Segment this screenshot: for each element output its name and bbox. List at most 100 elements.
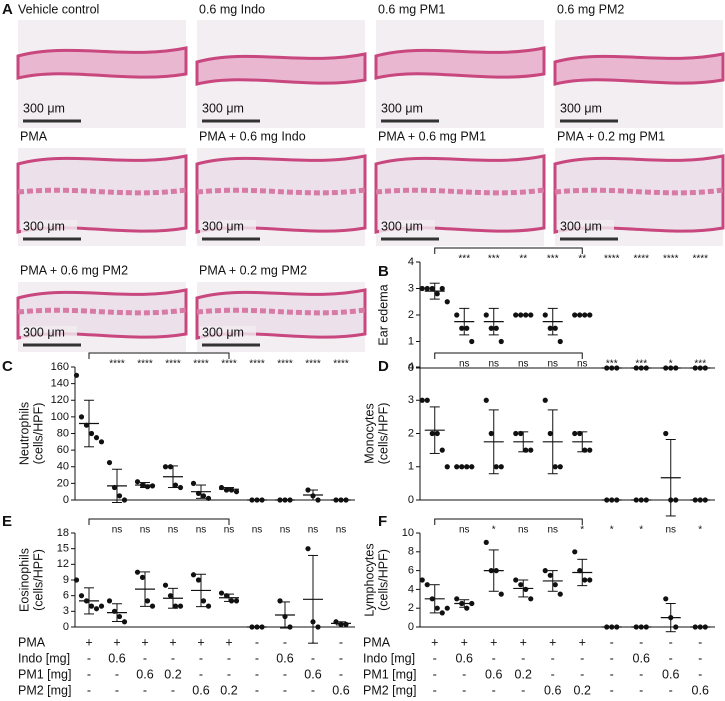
data-point xyxy=(233,489,240,495)
condition-value: + xyxy=(490,635,497,649)
condition-value: - xyxy=(87,651,91,665)
condition-value: - xyxy=(669,651,673,665)
data-point xyxy=(121,619,128,625)
condition-label: PM2 [mg] xyxy=(18,683,72,697)
condition-value: - xyxy=(610,683,614,697)
data-point xyxy=(121,497,128,503)
comparison-bracket xyxy=(88,518,230,525)
significance-label: **** xyxy=(663,254,679,265)
data-point xyxy=(190,572,197,578)
condition-value: 0.6 xyxy=(136,667,153,681)
data-point xyxy=(177,603,184,609)
data-point xyxy=(673,497,679,503)
data-point xyxy=(305,546,311,552)
y-tick-label: 160 xyxy=(51,361,69,373)
y-axis-label: Lymphocytes xyxy=(362,543,376,616)
condition-value: - xyxy=(492,683,496,697)
condition-value: - xyxy=(143,683,147,697)
data-point xyxy=(513,577,519,583)
significance-label: * xyxy=(698,525,702,536)
condition-value: + xyxy=(461,635,468,649)
y-axis-label: (cells/HPF) xyxy=(31,403,45,465)
data-point xyxy=(73,577,80,583)
data-point xyxy=(78,414,85,420)
data-point xyxy=(572,430,578,437)
condition-label: PMA xyxy=(363,635,391,649)
data-point xyxy=(429,430,435,437)
comparison-bracket xyxy=(434,352,583,359)
data-point xyxy=(542,397,548,403)
y-axis-label: Ear edema xyxy=(376,284,390,345)
condition-value: + xyxy=(113,635,120,649)
data-point xyxy=(434,430,440,437)
significance-label: ns xyxy=(518,525,529,536)
data-point xyxy=(444,464,450,470)
data-point xyxy=(144,598,151,604)
significance-label: **** xyxy=(193,359,209,370)
data-point xyxy=(73,372,80,378)
condition-value: - xyxy=(639,683,643,697)
condition-value: - xyxy=(698,651,702,665)
data-point xyxy=(483,312,489,318)
data-point xyxy=(424,582,430,588)
data-point xyxy=(88,603,95,609)
y-tick-label: 12 xyxy=(57,558,69,570)
condition-value: + xyxy=(431,635,438,649)
data-point xyxy=(552,582,558,588)
condition-value: - xyxy=(639,635,643,649)
image-label: PMA xyxy=(20,129,48,143)
significance-label: ns xyxy=(518,359,529,370)
data-point xyxy=(205,495,212,501)
significance-label: * xyxy=(580,525,584,536)
condition-value: - xyxy=(87,667,91,681)
condition-value: - xyxy=(610,667,614,681)
data-point xyxy=(139,574,146,580)
y-tick-label: 6 xyxy=(63,590,69,602)
tissue xyxy=(16,46,188,80)
condition-value: - xyxy=(339,667,343,681)
tissue xyxy=(195,52,367,86)
condition-value: + xyxy=(520,635,527,649)
condition-value: - xyxy=(521,651,525,665)
label-backdrop xyxy=(21,326,77,339)
comparison-bracket xyxy=(434,247,583,254)
data-point xyxy=(434,291,440,297)
condition-value: - xyxy=(283,667,287,681)
data-point xyxy=(464,325,470,331)
significance-label: *** xyxy=(635,359,647,370)
y-tick-label: 6 xyxy=(408,565,414,577)
data-point xyxy=(587,577,593,583)
data-point xyxy=(488,430,494,437)
data-point xyxy=(228,487,235,493)
condition-value: - xyxy=(115,667,119,681)
data-point xyxy=(444,605,450,611)
significance-label: **** xyxy=(305,359,321,370)
image-label: PMA + 0.6 mg PM2 xyxy=(20,263,128,277)
data-point xyxy=(419,397,425,403)
data-point xyxy=(134,569,141,575)
data-point xyxy=(419,285,425,292)
condition-value: - xyxy=(698,635,702,649)
data-point xyxy=(195,577,202,583)
tissue xyxy=(553,52,725,86)
y-tick-label: 3 xyxy=(63,605,69,617)
condition-value: 0.2 xyxy=(574,683,591,697)
data-point xyxy=(663,596,669,602)
condition-value: - xyxy=(433,651,437,665)
data-point xyxy=(493,325,499,331)
condition-value: - xyxy=(492,651,496,665)
condition-value: - xyxy=(610,635,614,649)
condition-value: - xyxy=(311,651,315,665)
significance-label: ns xyxy=(168,525,179,536)
y-axis-label: (cells/HPF) xyxy=(376,403,390,465)
label-backdrop xyxy=(200,220,256,233)
significance-label: ns xyxy=(224,525,235,536)
condition-value: - xyxy=(433,667,437,681)
condition-value: + xyxy=(197,635,204,649)
y-tick-label: 4 xyxy=(408,583,414,595)
data-point xyxy=(134,479,141,485)
image-label: Vehicle control xyxy=(18,2,99,16)
data-point xyxy=(547,325,553,331)
data-point xyxy=(459,325,465,331)
